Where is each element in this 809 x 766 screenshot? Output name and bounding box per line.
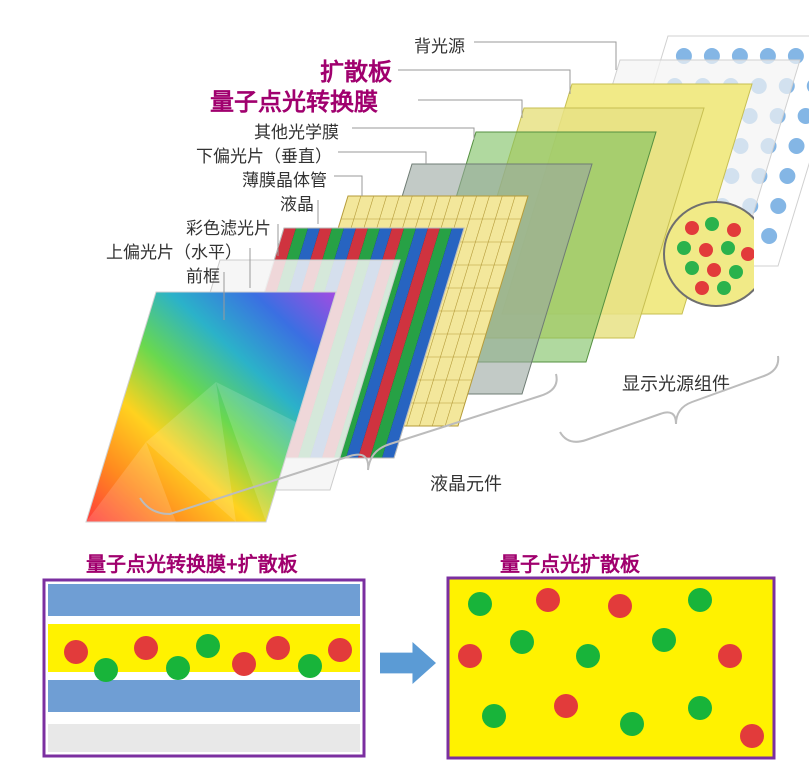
arrow-icon <box>380 640 444 694</box>
diagram-canvas: 背光源扩散板量子点光转换膜其他光学膜下偏光片（垂直）薄膜晶体管液晶彩色滤光片上偏… <box>0 0 809 766</box>
